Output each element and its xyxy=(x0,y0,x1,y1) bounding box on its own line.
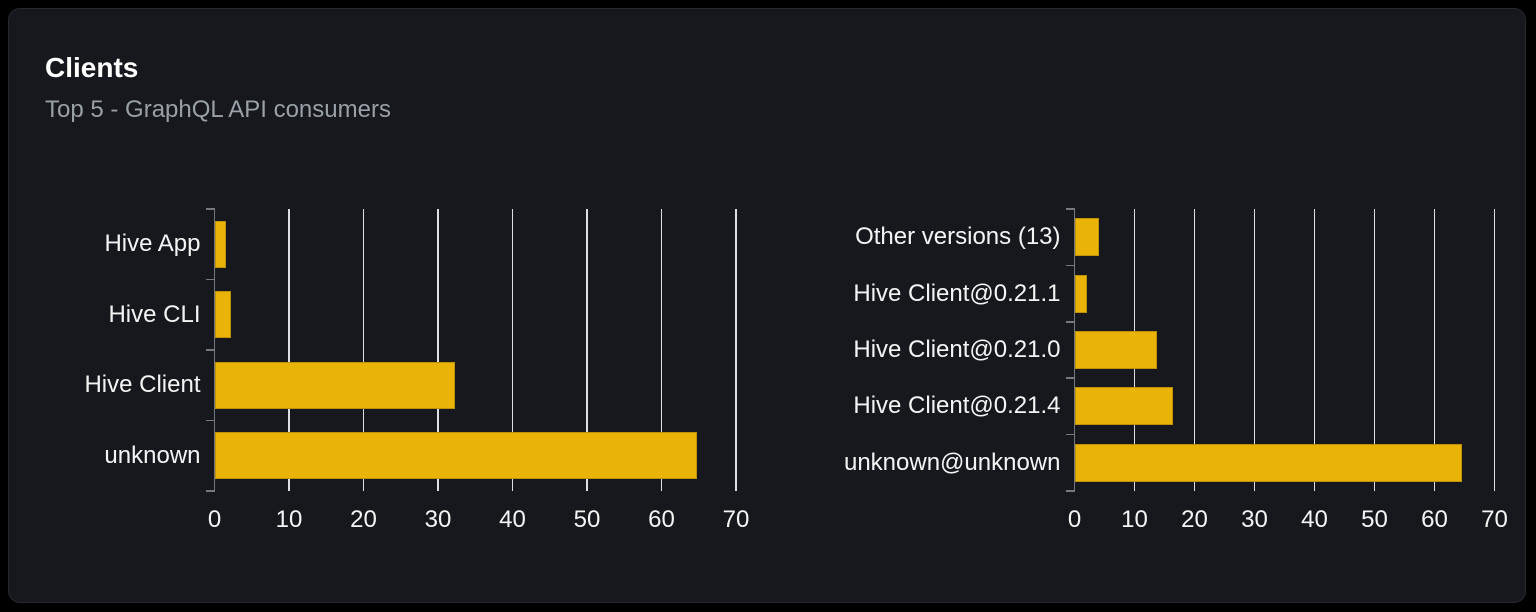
x-tick-label: 70 xyxy=(722,506,750,533)
category-label: Hive Client@0.21.4 xyxy=(853,392,1061,420)
gridline xyxy=(511,209,514,491)
gridline xyxy=(586,209,588,491)
bar[interactable] xyxy=(214,361,456,409)
card-title: Clients xyxy=(45,52,139,83)
gridline xyxy=(1253,209,1256,491)
y-axis-line xyxy=(1073,209,1076,491)
gridline xyxy=(1433,209,1436,491)
x-tick-label: 20 xyxy=(350,506,377,533)
x-tick-label: 70 xyxy=(1481,506,1508,533)
category-label: Hive Client@0.21.1 xyxy=(853,279,1061,307)
clients-card: Clients Top 5 - GraphQL API consumers 0 1… xyxy=(8,8,1526,603)
y-axis-tick xyxy=(1065,208,1075,210)
bar[interactable] xyxy=(1074,387,1173,426)
bar[interactable] xyxy=(214,432,697,480)
x-tick-label: 40 xyxy=(1301,506,1328,533)
y-axis-tick xyxy=(205,278,215,281)
gridline xyxy=(437,209,439,491)
clients-bar-chart: 0 10 20 30 40 50 60 70 Hive App Hive CLI Hive Clie… xyxy=(84,208,749,533)
category-label: unknown@unknown xyxy=(843,448,1061,476)
gridline xyxy=(1493,209,1496,491)
bar[interactable] xyxy=(1074,331,1158,369)
y-axis-tick xyxy=(205,419,215,422)
gridline xyxy=(735,209,737,491)
x-tick-label: 10 xyxy=(1121,506,1148,533)
client-versions-bar-chart: 0 10 20 30 40 50 60 70 Other versions (13) Hive C… xyxy=(844,208,1508,533)
y-axis-tick xyxy=(1065,433,1075,436)
category-label: Hive Client@0.21.0 xyxy=(853,336,1061,363)
bar[interactable] xyxy=(1074,443,1463,482)
y-axis-tick xyxy=(1065,264,1075,267)
x-tick-label: 60 xyxy=(648,506,675,533)
y-axis-tick xyxy=(1065,321,1075,323)
y-axis-tick xyxy=(205,490,215,492)
x-tick-label: 10 xyxy=(275,506,303,533)
bar[interactable] xyxy=(214,291,231,339)
gridline xyxy=(1373,209,1376,491)
x-tick-label: 60 xyxy=(1421,506,1448,533)
category-label: unknown xyxy=(104,441,201,469)
y-axis-line xyxy=(213,209,216,491)
card-subtitle: Top 5 - GraphQL API consumers xyxy=(45,96,391,123)
category-label: Hive Client xyxy=(84,371,201,399)
y-axis-tick xyxy=(205,349,215,351)
gridline xyxy=(1193,209,1196,491)
category-label: Hive App xyxy=(104,230,201,258)
gridline xyxy=(1313,209,1316,491)
x-tick-label: 30 xyxy=(1241,506,1268,533)
bar[interactable] xyxy=(1074,218,1099,257)
y-axis-tick xyxy=(1065,377,1075,379)
gridline xyxy=(362,209,365,491)
bar[interactable] xyxy=(1074,274,1087,313)
x-tick-label: 20 xyxy=(1181,506,1208,533)
y-axis-tick xyxy=(1065,490,1075,492)
gridline xyxy=(660,209,663,491)
x-tick-label: 0 xyxy=(1067,506,1082,533)
x-tick-label: 30 xyxy=(424,506,452,533)
category-label: Other versions (13) xyxy=(855,223,1061,251)
category-label: Hive CLI xyxy=(108,300,201,328)
x-tick-label: 40 xyxy=(499,506,526,533)
bar[interactable] xyxy=(214,220,226,268)
gridline xyxy=(288,209,290,491)
x-tick-label: 0 xyxy=(207,506,222,533)
x-tick-label: 50 xyxy=(573,506,601,533)
x-tick-label: 50 xyxy=(1361,506,1388,533)
y-axis-tick xyxy=(205,208,215,210)
